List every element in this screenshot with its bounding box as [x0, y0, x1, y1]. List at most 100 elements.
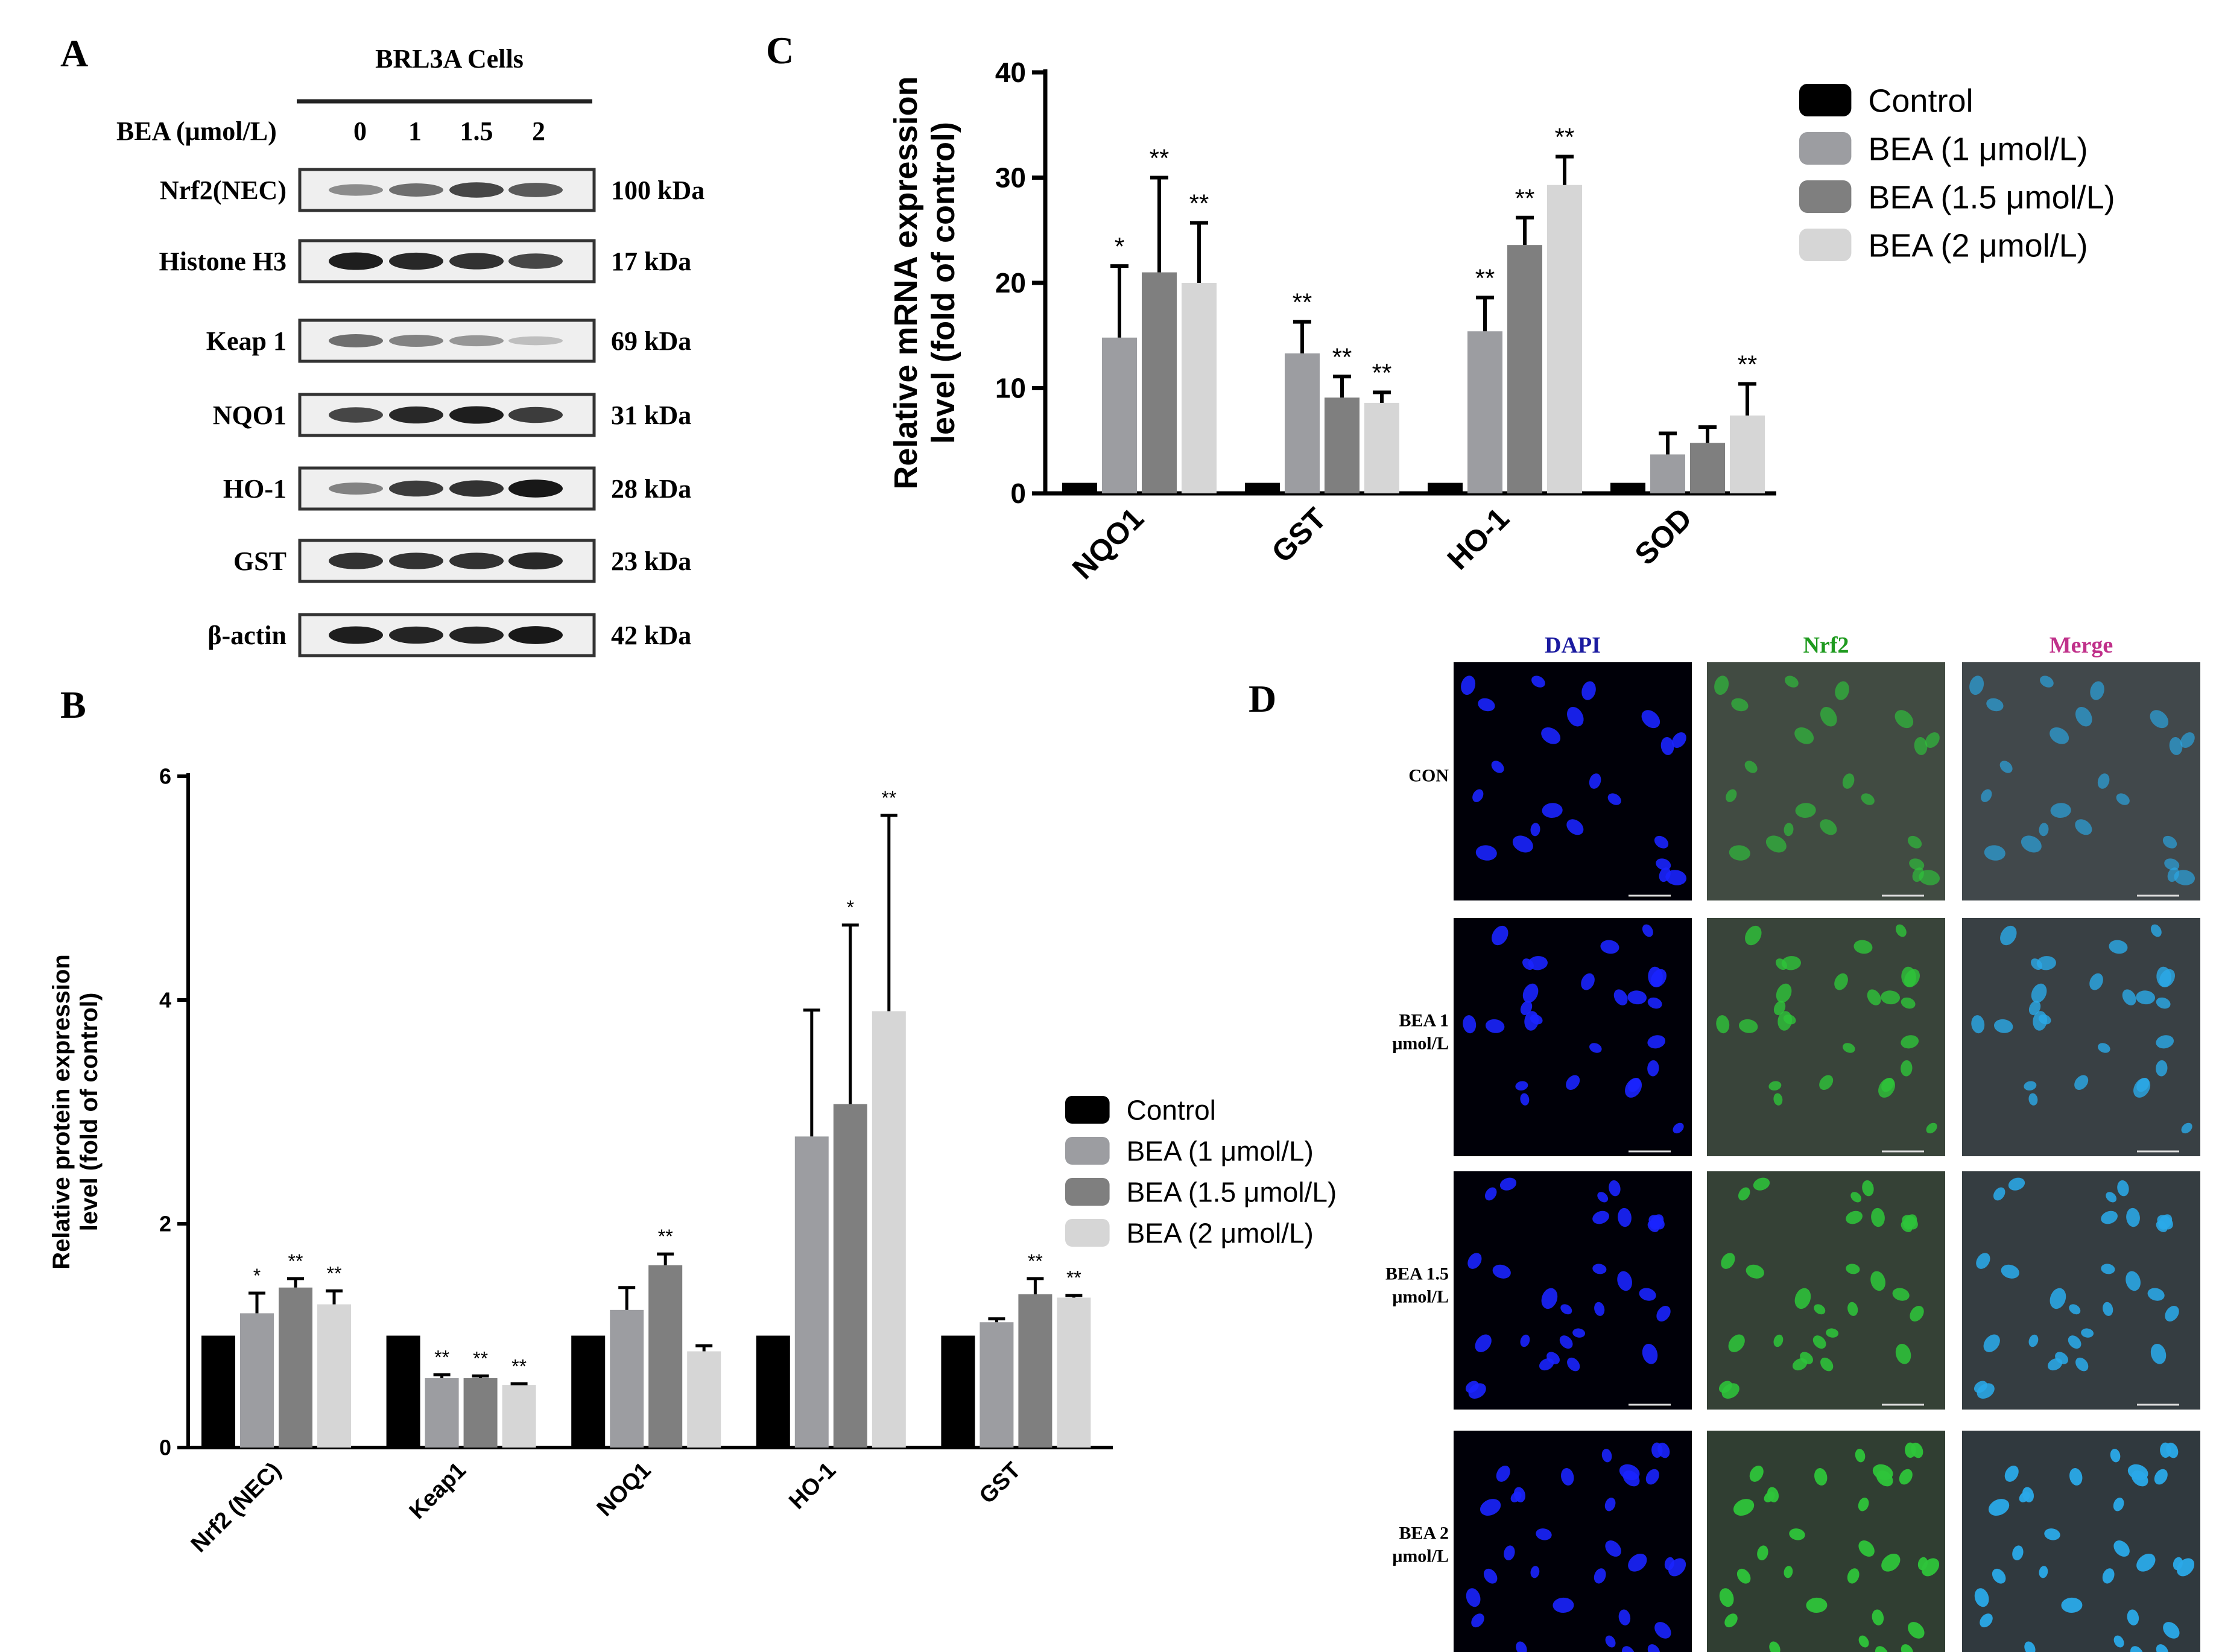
nucleus: [1604, 1498, 1616, 1511]
significance-mark: **: [511, 1355, 527, 1377]
nucleus: [1466, 1588, 1481, 1607]
nucleus: [2117, 1180, 2129, 1197]
nucleus: [2069, 1304, 2081, 1315]
nucleus: [1876, 1470, 1893, 1487]
nucleus: [1492, 925, 1508, 946]
significance-mark: **: [881, 787, 896, 809]
significance-mark: **: [1028, 1250, 1043, 1272]
nucleus: [1522, 958, 1534, 970]
significance-mark: **: [1372, 358, 1392, 387]
blot-row-label: NQO1: [213, 400, 286, 430]
nucleus: [1919, 870, 1940, 885]
nucleus: [1847, 1568, 1860, 1584]
nucleus: [2166, 1442, 2179, 1458]
nucleus: [1484, 1187, 1497, 1201]
nucleus: [2131, 1470, 2148, 1487]
nucleus: [1561, 1468, 1574, 1486]
bar: [425, 1378, 459, 1448]
micrograph-shade: [1962, 1171, 2200, 1410]
blot-band: [508, 479, 563, 498]
nucleus: [2001, 1264, 2019, 1279]
nucleus: [1871, 1207, 1885, 1227]
nucleus: [1749, 1465, 1764, 1482]
nucleus: [1522, 983, 1539, 1003]
nucleus: [1475, 845, 1497, 861]
nucleus: [1773, 1093, 1783, 1106]
nucleus: [1718, 1381, 1732, 1393]
nucleus: [1605, 1635, 1616, 1648]
bar: [1182, 283, 1217, 493]
channel-label: Merge: [2050, 633, 2113, 658]
nucleus: [2028, 1093, 2038, 1106]
nucleus: [1641, 710, 1660, 729]
nucleus: [1520, 1001, 1533, 1015]
nucleus: [1847, 1302, 1858, 1316]
nucleus: [1925, 732, 1940, 748]
nucleus: [2012, 1545, 2024, 1561]
blot-band: [329, 334, 383, 347]
nucleus: [2156, 1060, 2168, 1077]
blot-band-size: 28 kDa: [611, 474, 691, 504]
bar: [502, 1385, 536, 1448]
nucleus: [1461, 676, 1476, 695]
nucleus: [1622, 1470, 1640, 1487]
bar: [1650, 454, 1685, 493]
nucleus: [1846, 1211, 1863, 1224]
nucleus: [1853, 940, 1873, 954]
nucleus: [1794, 1288, 1811, 1309]
nucleus: [1651, 969, 1667, 987]
nucleus: [2110, 1449, 2121, 1463]
nucleus: [1531, 676, 1545, 688]
nucleus: [2103, 1302, 2113, 1316]
nucleus: [1485, 1019, 1505, 1033]
blot-band: [389, 626, 443, 644]
legend-swatch: [1065, 1219, 1110, 1247]
nucleus: [2156, 997, 2171, 1009]
blot-band: [329, 482, 383, 495]
nucleus: [1910, 1306, 1924, 1322]
nucleus: [1846, 1264, 1860, 1274]
nucleus: [2097, 773, 2110, 789]
nucleus: [1668, 1558, 1686, 1577]
nucleus: [1605, 1540, 1621, 1557]
blot-band: [508, 183, 563, 197]
nucleus: [1999, 761, 2013, 773]
bar: [201, 1335, 235, 1448]
nucleus: [2098, 1043, 2110, 1053]
nucleus: [2021, 835, 2042, 853]
y-tick-label: 20: [995, 267, 1026, 299]
blot-band: [508, 253, 563, 269]
blot-band-size: 31 kDa: [611, 400, 691, 430]
bar: [1507, 245, 1542, 493]
protein-expression-chart: 0 2 4 6 Relative protein expressionlevel (fo…: [48, 764, 1337, 1558]
nucleus: [1981, 789, 1992, 802]
nucleus: [1800, 1352, 1813, 1364]
nucleus: [1467, 1253, 1482, 1269]
nucleus: [1475, 1334, 1492, 1352]
significance-mark: *: [847, 897, 854, 919]
legend-label: BEA (2 μmol/L): [1868, 227, 2088, 264]
nucleus: [1642, 924, 1653, 937]
nucleus: [1969, 676, 1984, 695]
nucleus: [2169, 737, 2183, 755]
blot-row-label: Histone H3: [159, 247, 286, 276]
nucleus: [1895, 924, 1907, 937]
nucleus: [1673, 1122, 1684, 1134]
nucleus: [2069, 1468, 2083, 1486]
nucleus: [1858, 1540, 1875, 1557]
nucleus: [1656, 858, 1671, 870]
blot-band-size: 23 kDa: [611, 546, 691, 576]
blot-dose-3: 2: [532, 116, 545, 146]
blot-row-label: Keap 1: [206, 326, 286, 356]
nucleus: [1904, 969, 1920, 987]
nucleus: [2180, 732, 2195, 748]
significance-mark: **: [1515, 184, 1535, 212]
nucleus: [1589, 1043, 1602, 1053]
blot-band: [449, 253, 504, 270]
nucleus: [1746, 1264, 1764, 1279]
nucleus: [1463, 1015, 1477, 1034]
nucleus: [1499, 1177, 1517, 1191]
nucleus: [1566, 1075, 1580, 1090]
micrograph-tile: [1707, 662, 1945, 900]
nucleus: [1480, 1499, 1501, 1516]
